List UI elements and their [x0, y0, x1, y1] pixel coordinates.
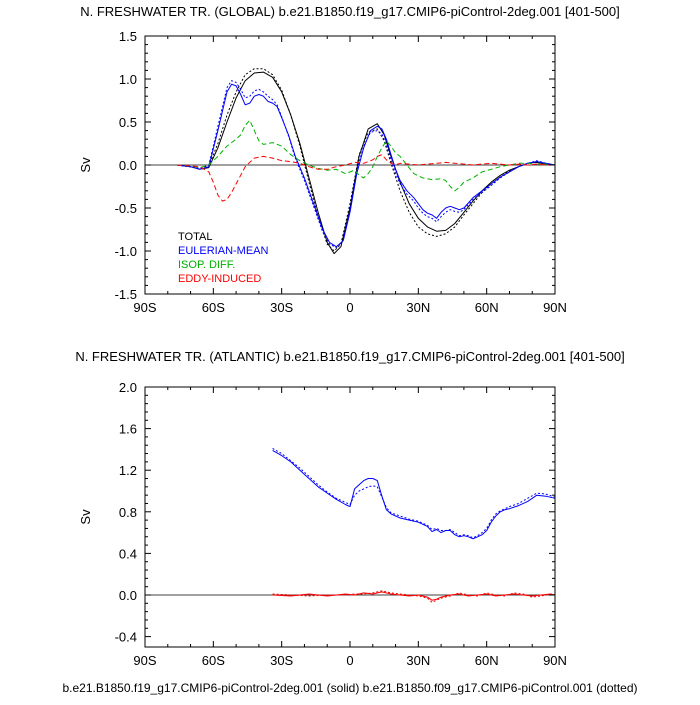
y-tick-label: 0.0: [119, 588, 137, 603]
x-tick-label: 60N: [475, 300, 499, 315]
y-tick-label: 0.0: [119, 158, 137, 173]
x-tick-label: 90N: [543, 300, 567, 315]
y-tick-label: 1.0: [119, 72, 137, 87]
global-y-axis-label: Sv: [78, 157, 93, 173]
legend-total: TOTAL: [178, 231, 212, 243]
atlantic-y-axis-label: Sv: [78, 509, 93, 525]
global-legend: TOTAL EULERIAN-MEAN ISOP. DIFF. EDDY-IND…: [178, 231, 269, 285]
series-line-eddy-induced: [176, 154, 555, 202]
x-tick-label: 0: [346, 300, 353, 315]
atlantic-chart-title: N. FRESHWATER TR. (ATLANTIC) b.e21.B1850…: [75, 349, 624, 364]
y-tick-label: -1.0: [115, 244, 137, 259]
x-tick-label: 30S: [270, 300, 293, 315]
y-tick-label: 1.2: [119, 463, 137, 478]
figure-footer-caption: b.e21.B1850.f19_g17.CMIP6-piControl-2deg…: [62, 681, 637, 695]
y-tick-label: -0.4: [115, 630, 137, 645]
global-series-group: [176, 68, 556, 255]
series-line-eddy-induced: [272, 591, 556, 601]
series-line-eulerian-mean-dotted: [176, 80, 556, 249]
series-line-isop-diff: [176, 119, 556, 192]
y-tick-label: 2.0: [119, 380, 137, 395]
atlantic-panel: N. FRESHWATER TR. (ATLANTIC) b.e21.B1850…: [75, 349, 624, 668]
y-tick-label: 1.6: [119, 422, 137, 437]
x-tick-label: 60S: [202, 300, 225, 315]
global-panel: N. FRESHWATER TR. (GLOBAL) b.e21.B1850.f…: [78, 4, 620, 315]
y-tick-label: 0.5: [119, 115, 137, 130]
series-line-eulerian-mean: [176, 83, 556, 248]
legend-eddy-induced: EDDY-INDUCED: [178, 273, 261, 285]
legend-isop-diff: ISOP. DIFF.: [178, 259, 235, 271]
atlantic-series-group: [272, 447, 556, 603]
x-tick-label: 90S: [133, 300, 156, 315]
series-line-total: [176, 71, 556, 255]
series-line-total-dotted: [176, 68, 556, 252]
x-tick-label: 0: [346, 653, 353, 668]
x-tick-label: 30N: [406, 300, 430, 315]
y-tick-label: 1.5: [119, 29, 137, 44]
series-line-eddy-induced-dotted: [272, 590, 556, 603]
legend-eulerian-mean: EULERIAN-MEAN: [178, 245, 269, 257]
x-tick-label: 60S: [202, 653, 225, 668]
x-tick-label: 90N: [543, 653, 567, 668]
x-tick-label: 30N: [406, 653, 430, 668]
y-tick-label: 0.4: [119, 546, 137, 561]
global-chart-title: N. FRESHWATER TR. (GLOBAL) b.e21.B1850.f…: [80, 4, 620, 19]
x-tick-label: 90S: [133, 653, 156, 668]
y-tick-label: 0.8: [119, 505, 137, 520]
x-tick-label: 30S: [270, 653, 293, 668]
y-tick-label: -0.5: [115, 201, 137, 216]
x-tick-label: 60N: [475, 653, 499, 668]
series-line-eulerian-mean: [272, 449, 556, 540]
series-line-eulerian-mean-dotted: [272, 447, 556, 539]
y-tick-label: -1.5: [115, 287, 137, 302]
